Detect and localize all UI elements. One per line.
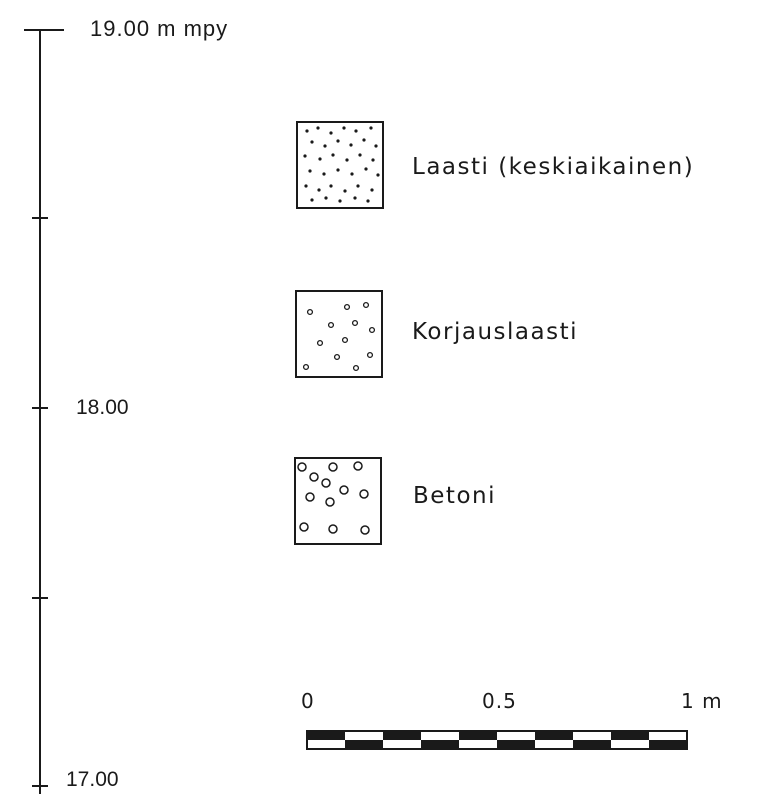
legend-swatch-small-circles xyxy=(295,290,383,378)
scale-segment-top xyxy=(307,731,345,740)
legend-label-betoni: Betoni xyxy=(413,483,496,509)
large-circles-pattern-icon xyxy=(297,461,370,535)
scale-label-end: 1 m xyxy=(681,689,723,713)
elevation-axis xyxy=(24,29,64,794)
scale-segment-bottom xyxy=(345,740,383,749)
scale-segment-top xyxy=(649,731,687,740)
legend: Laasti (keskiaikainen) Korjauslaasti xyxy=(294,121,694,545)
legend-item-laasti: Laasti (keskiaikainen) xyxy=(296,121,694,209)
scale-segment-top xyxy=(421,731,459,740)
dots-pattern-icon xyxy=(303,126,380,203)
scale-bar-outline xyxy=(306,730,688,750)
scale-segment-top xyxy=(611,731,649,740)
scale-segment-bottom xyxy=(535,740,573,749)
legend-item-betoni: Betoni xyxy=(294,457,496,545)
scale-segment-bottom xyxy=(611,740,649,749)
scale-bar-segments xyxy=(307,731,687,749)
legend-label-laasti: Laasti (keskiaikainen) xyxy=(412,154,694,180)
scale-segment-top xyxy=(383,731,421,740)
scale-segment-top xyxy=(573,731,611,740)
legend-label-korjauslaasti: Korjauslaasti xyxy=(412,319,578,345)
scale-bar: 0 0.5 1 m xyxy=(301,689,723,750)
scale-segment-top xyxy=(459,731,497,740)
scale-label-mid: 0.5 xyxy=(482,689,517,713)
elevation-label-top: 19.00 m mpy xyxy=(90,16,228,41)
legend-item-korjauslaasti: Korjauslaasti xyxy=(295,290,578,378)
scale-segment-bottom xyxy=(649,740,687,749)
scale-segment-bottom xyxy=(383,740,421,749)
scale-segment-bottom xyxy=(459,740,497,749)
legend-swatch-dots xyxy=(296,121,384,209)
scale-segment-bottom xyxy=(497,740,535,749)
small-circles-pattern-icon xyxy=(302,301,376,372)
elevation-label-middle: 18.00 xyxy=(76,396,129,419)
scale-segment-top xyxy=(497,731,535,740)
scale-segment-bottom xyxy=(421,740,459,749)
scale-label-start: 0 xyxy=(301,689,315,713)
scale-segment-bottom xyxy=(307,740,345,749)
elevation-label-bottom: 17.00 xyxy=(66,768,119,791)
scale-segment-bottom xyxy=(573,740,611,749)
scale-segment-top xyxy=(535,731,573,740)
scale-segment-top xyxy=(345,731,383,740)
